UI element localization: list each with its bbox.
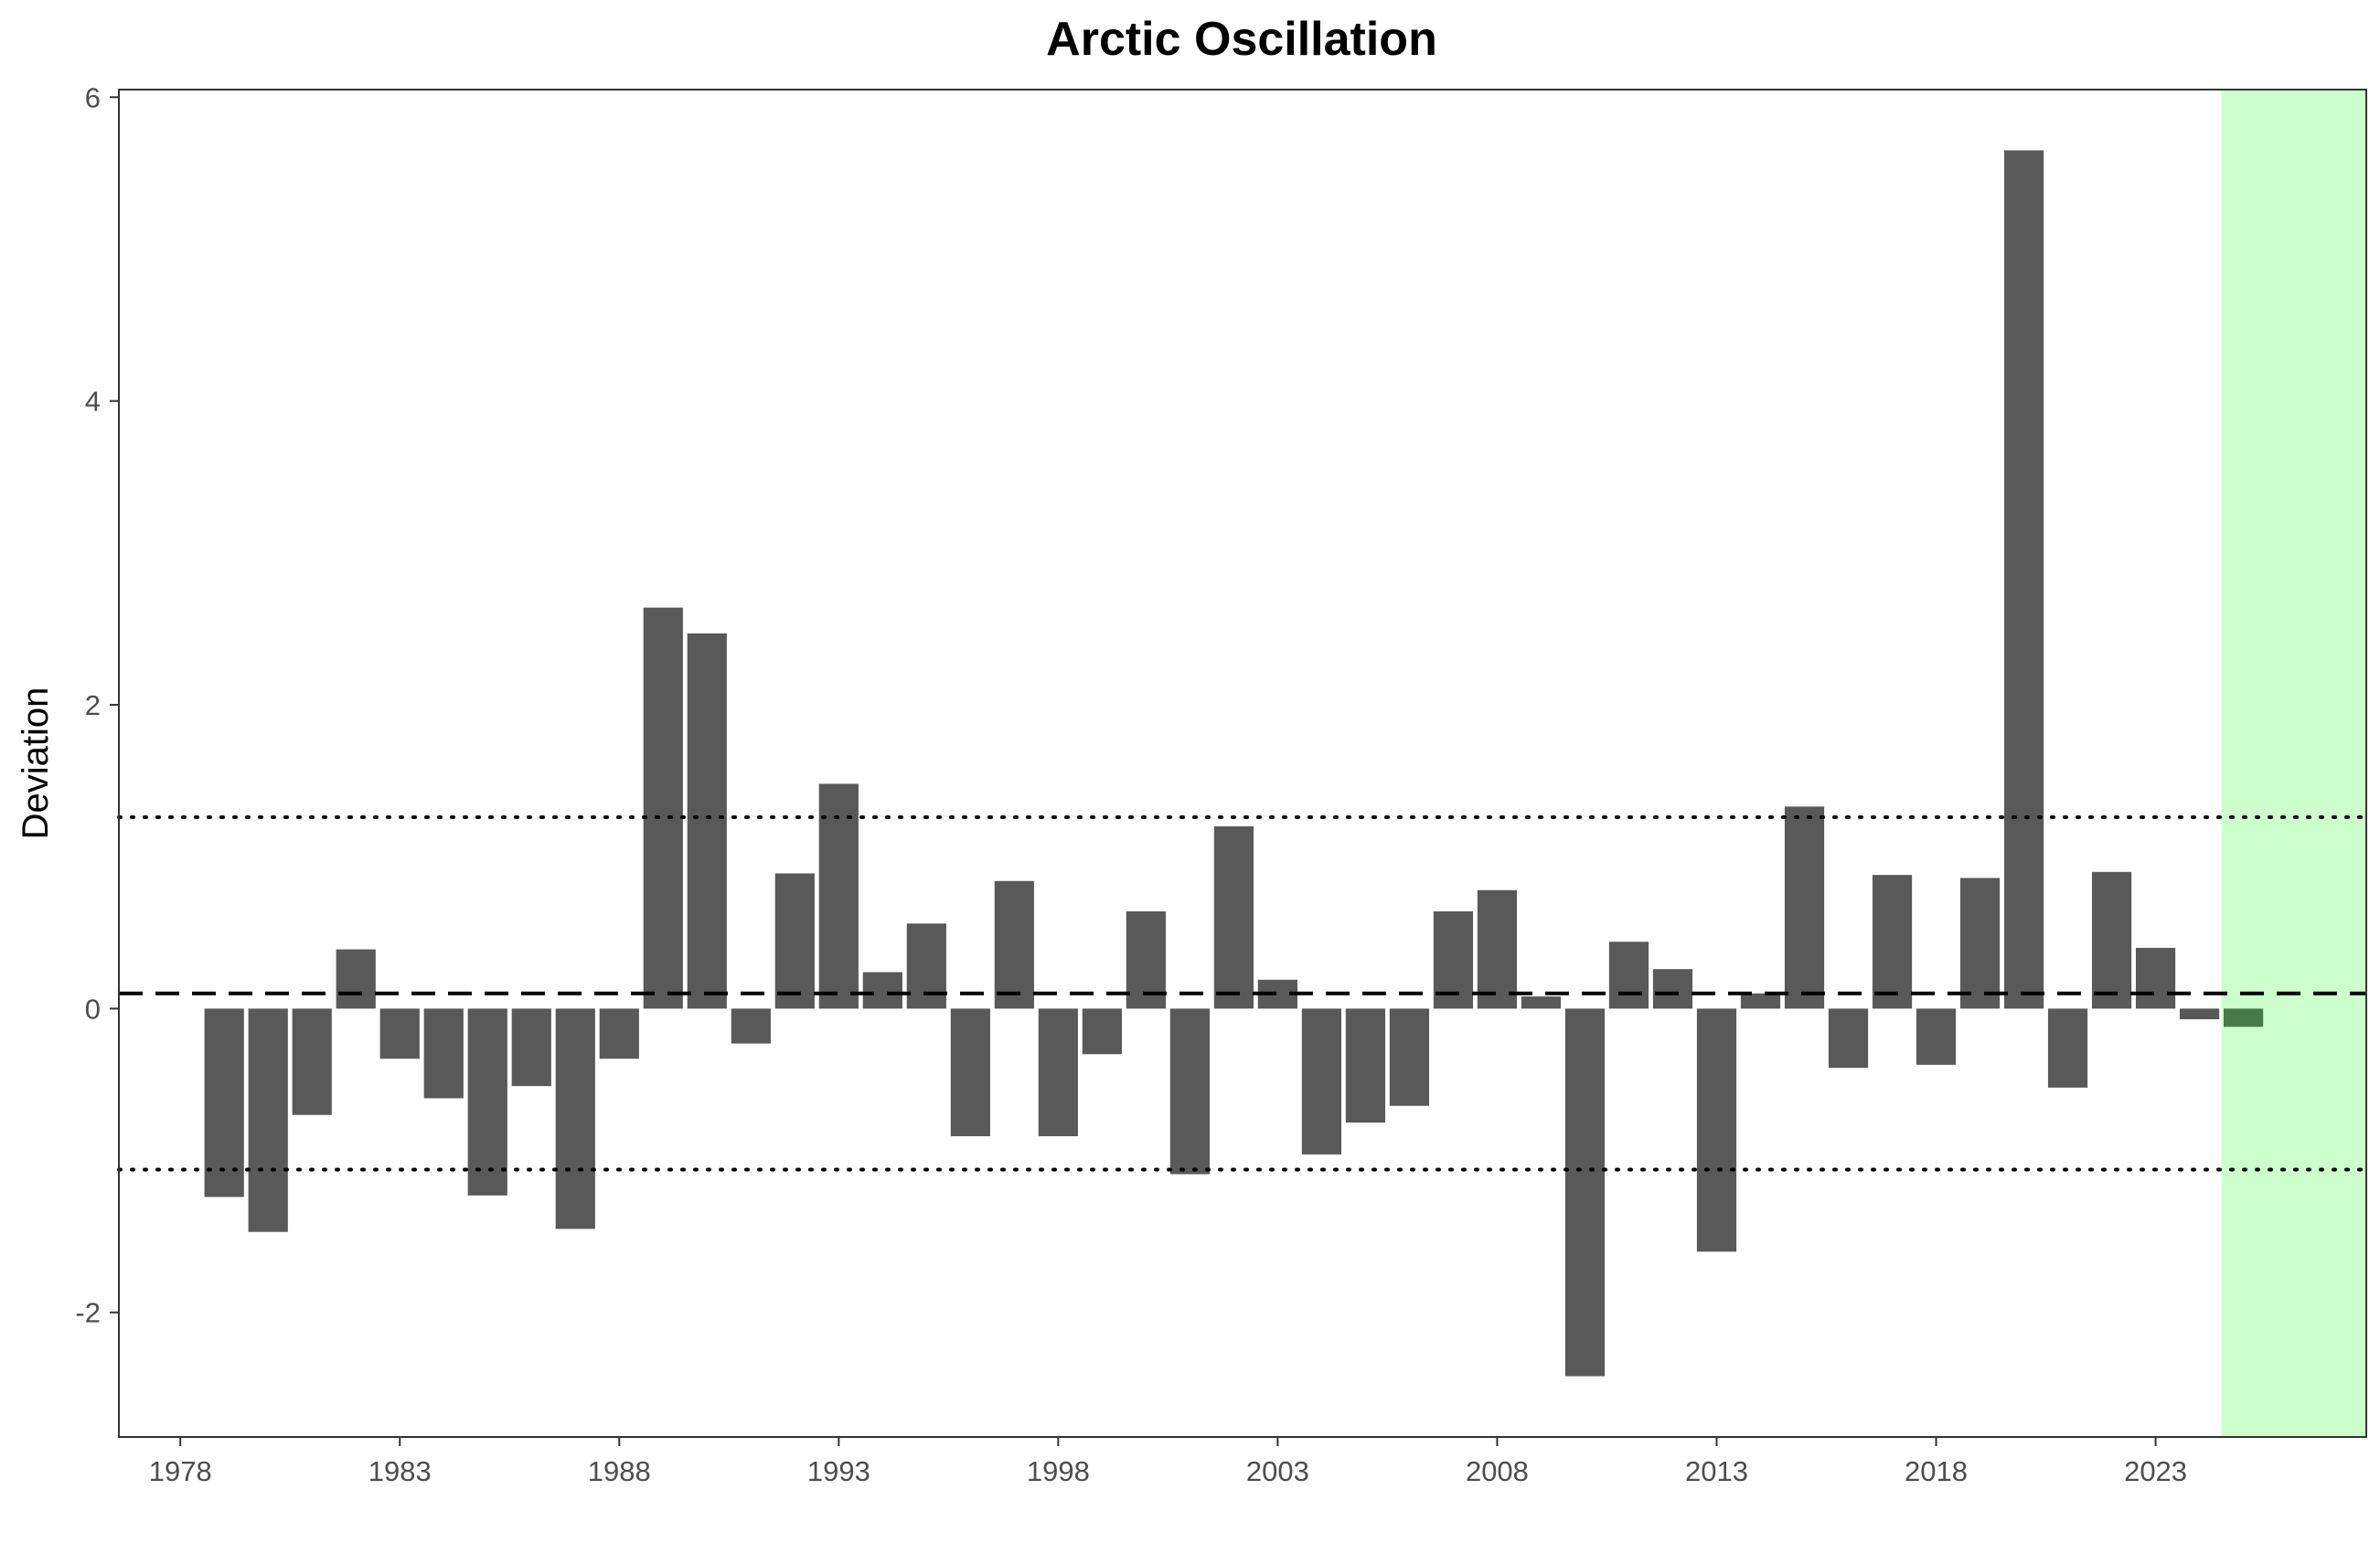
bar-1994 <box>862 972 902 1009</box>
bar-2004 <box>1301 1008 1342 1155</box>
bar-2020 <box>2003 150 2044 1009</box>
bar-2022 <box>2091 871 2132 1009</box>
bar-2023 <box>2135 947 2176 1009</box>
bar-2014 <box>1740 993 1781 1009</box>
bar-1995 <box>906 923 946 1009</box>
bar-2019 <box>1959 878 2001 1009</box>
bar-2024 <box>2179 1008 2220 1020</box>
bar-1982 <box>336 949 376 1009</box>
reference-lines <box>117 814 2368 1172</box>
y-tick-label: 2 <box>85 689 101 721</box>
forecast-highlight-band <box>2221 90 2366 1437</box>
bar-2011 <box>1608 942 1649 1009</box>
bar-1988 <box>599 1008 639 1059</box>
bar-2009 <box>1521 996 1562 1009</box>
x-tick-label: 1988 <box>588 1455 651 1487</box>
plot-panel-border <box>118 89 2367 1438</box>
bar-1989 <box>643 607 683 1009</box>
y-tick-label: -2 <box>75 1297 101 1329</box>
bar-1987 <box>555 1008 595 1229</box>
x-tick-label: 1993 <box>807 1455 870 1487</box>
bar-2005 <box>1345 1008 1386 1123</box>
bar-1984 <box>423 1008 464 1099</box>
y-tick-label: 4 <box>85 386 101 418</box>
bar-2008 <box>1477 889 1518 1009</box>
bar-2010 <box>1564 1008 1606 1377</box>
x-tick-label: 2008 <box>1466 1455 1529 1487</box>
bar-2002 <box>1213 825 1254 1009</box>
x-tick-label: 2013 <box>1685 1455 1748 1487</box>
bar-2018 <box>1916 1008 1957 1065</box>
chart-title: Arctic Oscillation <box>1046 13 1437 66</box>
bar-2017 <box>1872 875 1913 1009</box>
y-axis: -2 0 2 4 6 <box>75 81 119 1329</box>
bar-1979 <box>204 1008 244 1197</box>
bar-2021 <box>2047 1008 2088 1088</box>
bar-1999 <box>1082 1008 1122 1055</box>
bar-2015 <box>1784 806 1825 1009</box>
bar-1996 <box>950 1008 990 1136</box>
y-tick-label: 6 <box>85 81 101 113</box>
bar-2001 <box>1169 1008 1210 1175</box>
bar-1980 <box>248 1008 288 1232</box>
bars-layer <box>204 150 2264 1377</box>
bar-1985 <box>467 1008 507 1196</box>
x-tick-label: 1998 <box>1027 1455 1090 1487</box>
bar-2013 <box>1696 1008 1737 1252</box>
bar-1993 <box>818 783 859 1009</box>
x-tick-label: 2018 <box>1905 1455 1968 1487</box>
x-axis: 1978 1983 1988 1993 1998 2003 2008 2013 2018 2023 <box>149 1437 2187 1487</box>
bar-1981 <box>292 1008 332 1115</box>
bar-1983 <box>379 1008 420 1059</box>
bar-1990 <box>687 633 727 1009</box>
bar-2012 <box>1652 969 1693 1009</box>
y-axis-label: Deviation <box>16 687 56 840</box>
bar-1992 <box>774 873 815 1009</box>
x-tick-label: 2003 <box>1246 1455 1309 1487</box>
x-tick-label: 2023 <box>2124 1455 2187 1487</box>
bar-1991 <box>731 1008 771 1044</box>
bar-1997 <box>994 880 1034 1009</box>
x-tick-label: 1978 <box>149 1455 212 1487</box>
x-tick-label: 1983 <box>368 1455 432 1487</box>
y-tick-label: 0 <box>85 993 101 1025</box>
bar-1998 <box>1038 1008 1078 1136</box>
bar-2006 <box>1389 1008 1430 1106</box>
bar-2016 <box>1828 1008 1869 1069</box>
bar-2025 <box>2223 1008 2264 1027</box>
bar-1986 <box>511 1008 551 1087</box>
